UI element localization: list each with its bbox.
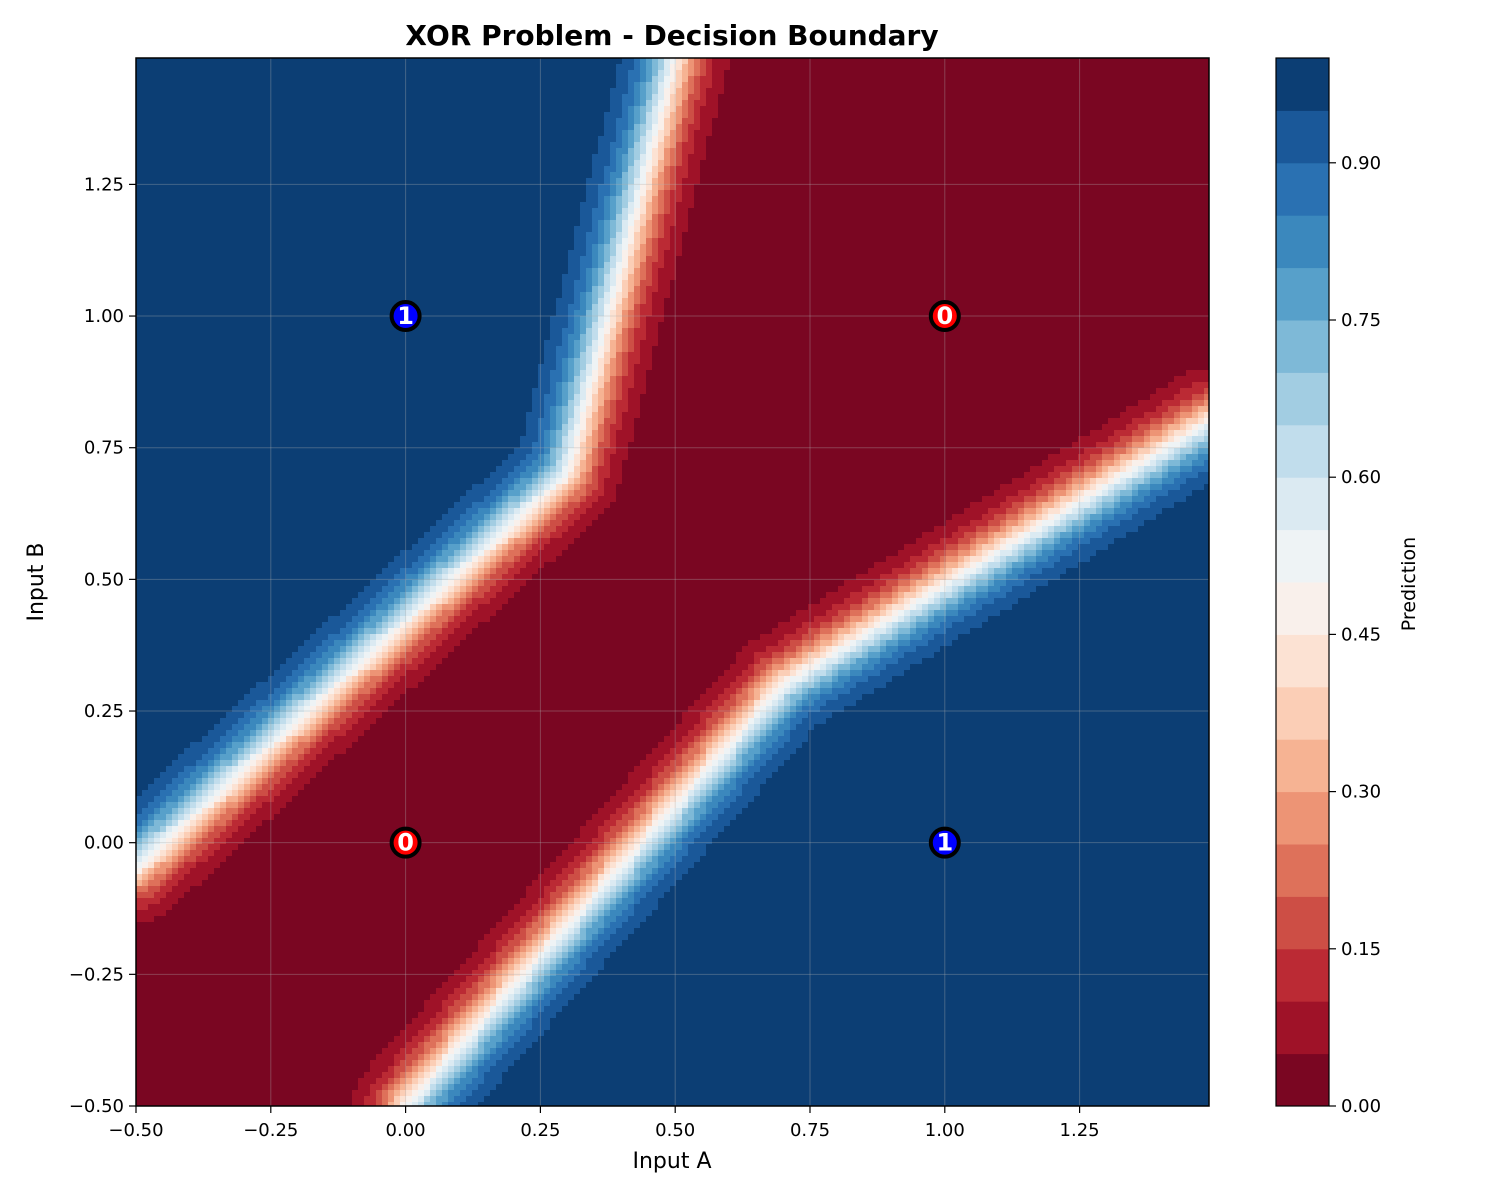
chart-title: XOR Problem - Decision Boundary (405, 19, 938, 52)
data-point: 0 (928, 300, 961, 333)
data-point-marker (928, 300, 961, 333)
data-point-marker (928, 826, 961, 859)
colorbar-segment (1276, 215, 1329, 269)
data-point: 0 (389, 826, 422, 859)
colorbar-segment (1276, 634, 1329, 688)
colorbar-segment (1276, 844, 1329, 897)
data-point-label: 0 (397, 829, 414, 857)
colorbar-tick-label: 0.90 (1341, 153, 1381, 174)
colorbar-segment (1276, 582, 1329, 635)
y-tick-label: 0.50 (84, 569, 124, 590)
colorbar-segment (1276, 1053, 1329, 1107)
data-point: 1 (389, 300, 422, 333)
colorbar-segment (1276, 58, 1329, 111)
grid-lines (136, 58, 1209, 1106)
colorbar-tick-label: 0.00 (1341, 1096, 1381, 1117)
colorbar-segment (1276, 686, 1329, 740)
x-tick-label: 0.00 (386, 1120, 426, 1141)
plot-area (136, 58, 1209, 1106)
x-tick-label: −0.50 (108, 1120, 163, 1141)
x-tick-label: 0.75 (790, 1120, 830, 1141)
data-point-label: 0 (936, 302, 953, 330)
colorbar-segment (1276, 162, 1329, 216)
colorbar-segment (1276, 896, 1329, 950)
colorbar-frame (1275, 57, 1330, 1107)
x-tick-label: 0.50 (655, 1120, 695, 1141)
data-points: 0 1 1 0 (389, 300, 961, 859)
colorbar-segment (1276, 320, 1329, 373)
colorbar-segment (1276, 1001, 1329, 1055)
y-axis-ticks: −0.50 −0.25 0.00 0.25 0.50 0.75 1.00 1.25 (69, 174, 136, 1117)
y-tick-label: −0.25 (69, 964, 124, 985)
y-tick-label: 0.25 (84, 701, 124, 722)
y-tick-label: 1.25 (84, 174, 124, 195)
x-tick-label: 0.25 (520, 1120, 560, 1141)
colorbar-tick-label: 0.60 (1341, 467, 1381, 488)
y-tick-label: 0.75 (84, 438, 124, 459)
colorbar-segment (1276, 791, 1329, 845)
colorbar-ticks: 0.00 0.15 0.30 0.45 0.60 0.75 0.90 (1329, 153, 1381, 1117)
colorbar-tick-label: 0.15 (1341, 939, 1381, 960)
x-tick-label: −0.25 (243, 1120, 298, 1141)
data-point-label: 1 (936, 829, 953, 857)
colorbar-segment (1276, 739, 1329, 793)
x-axis-label: Input A (632, 1149, 711, 1174)
colorbar-segment (1276, 529, 1329, 583)
colorbar-segment (1276, 110, 1329, 164)
y-tick-label: −0.50 (69, 1096, 124, 1117)
x-tick-label: 1.00 (925, 1120, 965, 1141)
data-point: 1 (928, 826, 961, 859)
data-point-label: 1 (397, 302, 414, 330)
x-tick-label: 1.25 (1060, 1120, 1100, 1141)
colorbar-label: Prediction (1398, 537, 1420, 631)
plot-frame (135, 57, 1210, 1107)
colorbar-segment (1276, 477, 1329, 531)
data-point-marker (389, 826, 422, 859)
colorbar-segment (1276, 267, 1329, 321)
x-axis-ticks: −0.50 −0.25 0.00 0.25 0.50 0.75 1.00 1.25 (108, 1106, 1100, 1141)
colorbar-tick-label: 0.30 (1341, 782, 1381, 803)
colorbar-segment (1276, 948, 1329, 1002)
colorbar-segment (1276, 372, 1329, 426)
colorbar-tick-label: 0.75 (1341, 310, 1381, 331)
y-tick-label: 0.00 (84, 833, 124, 854)
colorbar (1275, 57, 1330, 1107)
colorbar-segment (1276, 424, 1329, 478)
data-point-marker (389, 300, 422, 333)
colorbar-tick-label: 0.45 (1341, 624, 1381, 645)
y-axis-label: Input B (24, 542, 49, 621)
heatmap-cells (136, 58, 1209, 1106)
y-tick-label: 1.00 (84, 306, 124, 327)
